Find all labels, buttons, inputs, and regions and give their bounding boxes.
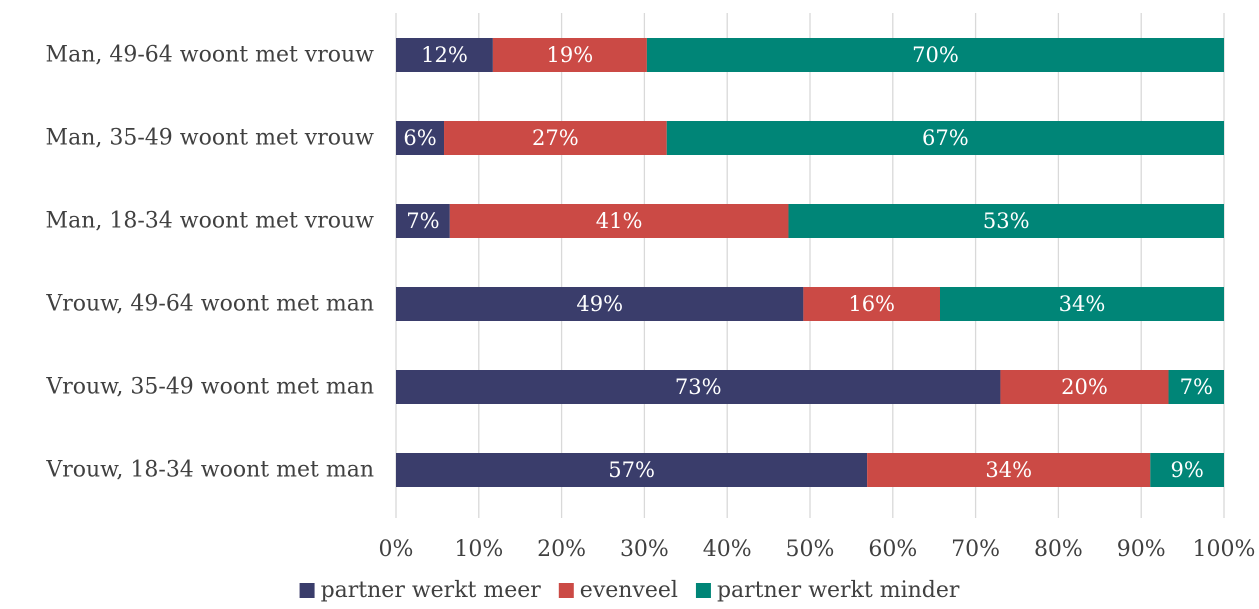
bar-segment [1150,453,1224,487]
bar-segment [939,287,1224,321]
x-tick-label: 80% [1034,537,1083,562]
bar-data-label: 7% [406,209,439,233]
bar-data-label: 27% [532,126,579,150]
bar-segment [666,121,1224,155]
legend-item: partner werkt minder [695,578,960,603]
bar-data-label: 73% [675,375,722,399]
bar-data-label: 16% [848,292,895,316]
category-label: Vrouw, 49-64 woont met man [45,292,374,317]
legend: partner werkt meer evenveel partner werkt … [299,578,960,603]
bar-segment [449,204,789,238]
bar-segment [867,453,1151,487]
x-tick-label: 60% [868,537,917,562]
category-label: Man, 49-64 woont met vrouw [46,43,375,68]
legend-item: partner werkt meer [299,578,542,603]
bar-data-label: 7% [1180,375,1213,399]
x-tick-label: 100% [1193,537,1256,562]
x-tick-label: 30% [620,537,669,562]
bar-data-label: 20% [1061,375,1108,399]
x-tick-label: 20% [537,537,586,562]
bar-data-label: 70% [912,43,959,67]
legend-label: partner werkt meer [321,578,542,603]
x-tick-label: 10% [454,537,503,562]
bar-segment [396,204,450,238]
bar-data-label: 49% [576,292,623,316]
bar-segment [646,38,1224,72]
x-tick-label: 50% [786,537,835,562]
bars [396,38,1224,487]
x-tick-label: 70% [951,537,1000,562]
bar-segment [803,287,940,321]
category-labels: Man, 49-64 woont met vrouw Man, 35-49 woo… [45,43,374,483]
bar-data-label: 67% [922,126,969,150]
legend-swatch [299,583,315,598]
legend-swatch [558,583,574,598]
bar-segment [396,287,804,321]
bar-data-label: 41% [596,209,643,233]
x-axis-tick-labels: 0% 10% 20% 30% 40% 50% 60% 70% 80% 90% 100% [379,537,1256,562]
bar-data-label: 53% [983,209,1030,233]
gridlines [395,13,1225,518]
x-tick-label: 40% [703,537,752,562]
bar-segment [1000,370,1169,404]
x-tick-label: 0% [379,537,414,562]
category-label: Man, 35-49 woont met vrouw [46,126,375,151]
legend-label: evenveel [580,578,678,603]
bar-segment [788,204,1224,238]
bar-data-labels: 12% 19% 70% 6% 27% 67% 7% 41% 53% 49% 16% 34% 73% 20%… [403,43,1213,482]
bar-data-label: 12% [421,43,468,67]
legend-label: partner werkt minder [717,578,960,603]
bar-data-label: 34% [985,458,1032,482]
category-label: Vrouw, 18-34 woont met man [45,458,374,483]
bar-data-label: 19% [547,43,594,67]
bar-segment [396,121,445,155]
bar-segment [444,121,667,155]
bar-segment [492,38,647,72]
bar-segment [1168,370,1224,404]
legend-swatch [695,583,711,598]
bar-data-label: 57% [608,458,655,482]
bar-data-label: 9% [1170,458,1203,482]
bar-data-label: 6% [403,126,436,150]
category-label: Man, 18-34 woont met vrouw [46,209,375,234]
bar-data-label: 34% [1059,292,1106,316]
legend-item: evenveel [558,578,678,603]
bar-segment [396,370,1001,404]
x-tick-label: 90% [1117,537,1166,562]
bar-segment [396,453,868,487]
category-label: Vrouw, 35-49 woont met man [45,375,374,400]
bar-segment [396,38,493,72]
